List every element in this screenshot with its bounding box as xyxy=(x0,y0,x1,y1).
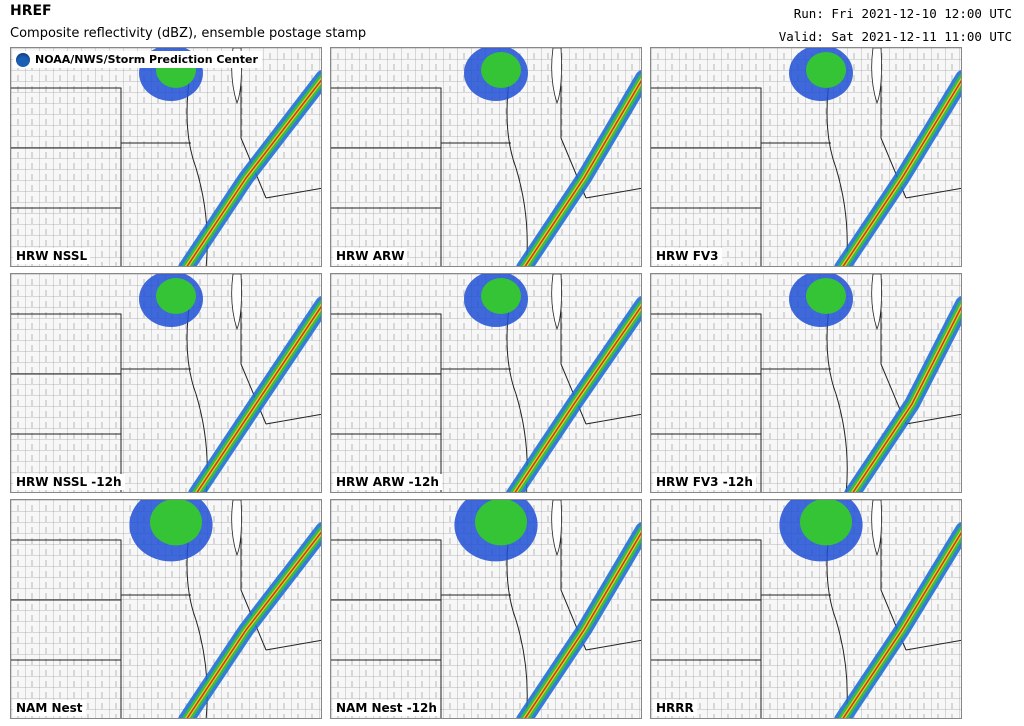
map xyxy=(651,48,961,266)
precip-blob-core xyxy=(150,500,202,546)
precip-blob-core xyxy=(156,278,196,314)
map xyxy=(11,48,321,266)
panel-label: HRW ARW -12h xyxy=(333,474,442,490)
precip-blob-core xyxy=(481,52,521,88)
run-time: Run: Fri 2021-12-10 12:00 UTC xyxy=(793,6,1012,21)
precip-band xyxy=(196,305,321,492)
lake xyxy=(871,500,882,557)
map xyxy=(651,274,961,492)
map xyxy=(331,48,641,266)
state-borders xyxy=(331,500,641,718)
precip-band xyxy=(842,79,961,266)
state-borders xyxy=(331,48,641,266)
panel-label: HRW FV3 -12h xyxy=(653,474,756,490)
precip-band xyxy=(524,531,641,718)
lake xyxy=(551,274,562,331)
precip-blob-core xyxy=(806,52,846,88)
precip-blob-core xyxy=(481,278,521,314)
panel-label: HRW FV3 xyxy=(653,248,722,264)
map xyxy=(11,500,321,718)
lake xyxy=(231,500,242,557)
precip-band xyxy=(514,305,641,492)
map xyxy=(331,274,641,492)
lake xyxy=(871,274,882,331)
map xyxy=(11,274,321,492)
logo: NOAA/NWS/Storm Prediction Center xyxy=(13,51,262,68)
map-panel: HRRR xyxy=(650,499,962,719)
map-panel: HRW FV3 xyxy=(650,47,962,267)
state-borders xyxy=(11,274,321,492)
state-borders xyxy=(651,48,961,266)
map-panel: HRW ARW xyxy=(330,47,642,267)
panel-label: NAM Nest xyxy=(13,700,86,716)
map-panel: HRW NSSL NOAA/NWS/Storm Prediction Center xyxy=(10,47,322,267)
lake xyxy=(871,48,882,105)
lake xyxy=(551,500,562,557)
panel-label: HRW ARW xyxy=(333,248,408,264)
lake xyxy=(231,274,242,331)
subtitle: Composite reflectivity (dBZ), ensemble p… xyxy=(10,26,367,41)
precip-band xyxy=(524,79,641,266)
precip-band xyxy=(842,531,961,718)
precip-blob-core xyxy=(475,500,527,546)
precip-blob-core xyxy=(800,500,852,546)
precip-band xyxy=(186,79,321,266)
state-borders xyxy=(651,274,961,492)
map-panel: NAM Nest -12h xyxy=(330,499,642,719)
precip-blob-core xyxy=(806,278,846,314)
state-borders xyxy=(11,500,321,718)
map xyxy=(331,500,641,718)
state-borders xyxy=(11,48,321,266)
panel-label: HRW NSSL xyxy=(13,248,91,264)
state-borders xyxy=(651,500,961,718)
map-panel: HRW NSSL -12h xyxy=(10,273,322,493)
state-borders xyxy=(331,274,641,492)
map-panel: HRW ARW -12h xyxy=(330,273,642,493)
panel-label: NAM Nest -12h xyxy=(333,700,440,716)
map xyxy=(651,500,961,718)
precip-band xyxy=(852,306,961,492)
precip-band xyxy=(186,531,321,718)
map-panel: NAM Nest xyxy=(10,499,322,719)
panel-label: HRW NSSL -12h xyxy=(13,474,125,490)
map-panel: HRW FV3 -12h xyxy=(650,273,962,493)
title: HREF xyxy=(10,3,52,19)
panel-label: HRRR xyxy=(653,700,697,716)
valid-time: Valid: Sat 2021-12-11 11:00 UTC xyxy=(778,29,1012,44)
lake xyxy=(551,48,562,105)
